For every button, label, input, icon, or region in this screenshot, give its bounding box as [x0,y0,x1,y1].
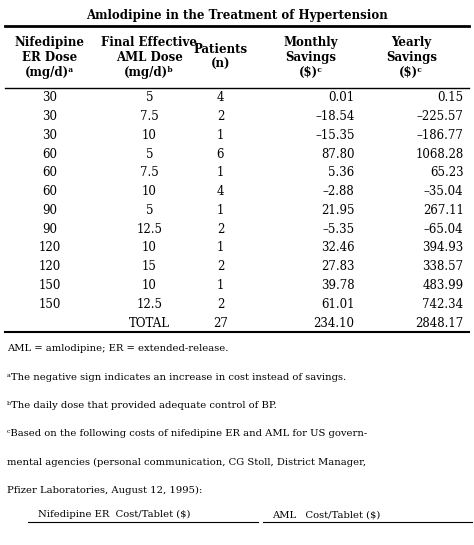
Text: 1: 1 [217,241,224,255]
Text: 90: 90 [42,223,57,235]
Text: 27: 27 [213,317,228,330]
Text: –186.77: –186.77 [417,129,464,142]
Text: 10: 10 [142,241,157,255]
Text: 7.5: 7.5 [140,110,159,123]
Text: 2848.17: 2848.17 [415,317,464,330]
Text: AML   Cost/Tablet ($): AML Cost/Tablet ($) [273,510,381,519]
Text: 15: 15 [142,260,157,273]
Text: 39.78: 39.78 [321,279,355,292]
Text: 65.23: 65.23 [430,166,464,179]
Text: ᶜBased on the following costs of nifedipine ER and AML for US govern-: ᶜBased on the following costs of nifedip… [7,429,367,439]
Text: 338.57: 338.57 [422,260,464,273]
Text: 2: 2 [217,223,224,235]
Text: 10: 10 [142,185,157,198]
Text: 5: 5 [146,204,153,217]
Text: 2: 2 [217,260,224,273]
Text: –2.88: –2.88 [323,185,355,198]
Text: 120: 120 [39,241,61,255]
Text: 483.99: 483.99 [422,279,464,292]
Text: 60: 60 [42,185,57,198]
Text: 30: 30 [42,110,57,123]
Text: 90: 90 [42,204,57,217]
Text: TOTAL: TOTAL [129,317,170,330]
Text: –225.57: –225.57 [417,110,464,123]
Text: Patients
(n): Patients (n) [193,43,247,71]
Text: 267.11: 267.11 [423,204,464,217]
Text: 0.01: 0.01 [328,91,355,104]
Text: 12.5: 12.5 [137,298,162,311]
Text: 21.95: 21.95 [321,204,355,217]
Text: 2: 2 [217,110,224,123]
Text: 1: 1 [217,166,224,179]
Text: 1: 1 [217,204,224,217]
Text: mental agencies (personal communication, CG Stoll, District Manager,: mental agencies (personal communication,… [7,458,366,467]
Text: 120: 120 [39,260,61,273]
Text: 150: 150 [38,279,61,292]
Text: 6: 6 [217,148,224,161]
Text: 10: 10 [142,279,157,292]
Text: 12.5: 12.5 [137,223,162,235]
Text: –35.04: –35.04 [424,185,464,198]
Text: 32.46: 32.46 [321,241,355,255]
Text: 27.83: 27.83 [321,260,355,273]
Text: 60: 60 [42,166,57,179]
Text: Amlodipine in the Treatment of Hypertension: Amlodipine in the Treatment of Hypertens… [86,9,388,22]
Text: Pfizer Laboratories, August 12, 1995):: Pfizer Laboratories, August 12, 1995): [7,486,202,495]
Text: 30: 30 [42,91,57,104]
Text: ᵇThe daily dose that provided adequate control of BP.: ᵇThe daily dose that provided adequate c… [7,401,277,410]
Text: 5.36: 5.36 [328,166,355,179]
Text: 4: 4 [217,91,224,104]
Text: 0.15: 0.15 [438,91,464,104]
Text: 60: 60 [42,148,57,161]
Text: –65.04: –65.04 [424,223,464,235]
Text: Monthly
Savings
($)ᶜ: Monthly Savings ($)ᶜ [283,36,337,78]
Text: Nifedipine ER  Cost/Tablet ($): Nifedipine ER Cost/Tablet ($) [38,510,191,519]
Text: 4: 4 [217,185,224,198]
Text: 30: 30 [42,129,57,142]
Text: 7.5: 7.5 [140,166,159,179]
Text: 10: 10 [142,129,157,142]
Text: –15.35: –15.35 [315,129,355,142]
Text: 61.01: 61.01 [321,298,355,311]
Text: ᵃThe negative sign indicates an increase in cost instead of savings.: ᵃThe negative sign indicates an increase… [7,373,346,382]
Text: 87.80: 87.80 [321,148,355,161]
Text: Nifedipine
ER Dose
(mg/d)ᵃ: Nifedipine ER Dose (mg/d)ᵃ [15,36,85,78]
Text: 394.93: 394.93 [422,241,464,255]
Text: 5: 5 [146,148,153,161]
Text: 1: 1 [217,129,224,142]
Text: –18.54: –18.54 [315,110,355,123]
Text: 1: 1 [217,279,224,292]
Text: Final Effective
AML Dose
(mg/d)ᵇ: Final Effective AML Dose (mg/d)ᵇ [101,36,197,78]
Text: 2: 2 [217,298,224,311]
Text: 1068.28: 1068.28 [415,148,464,161]
Text: 5: 5 [146,91,153,104]
Text: 234.10: 234.10 [314,317,355,330]
Text: AML = amlodipine; ER = extended-release.: AML = amlodipine; ER = extended-release. [7,344,228,354]
Text: Yearly
Savings
($)ᶜ: Yearly Savings ($)ᶜ [386,36,437,78]
Text: 742.34: 742.34 [422,298,464,311]
Text: 150: 150 [38,298,61,311]
Text: –5.35: –5.35 [322,223,355,235]
